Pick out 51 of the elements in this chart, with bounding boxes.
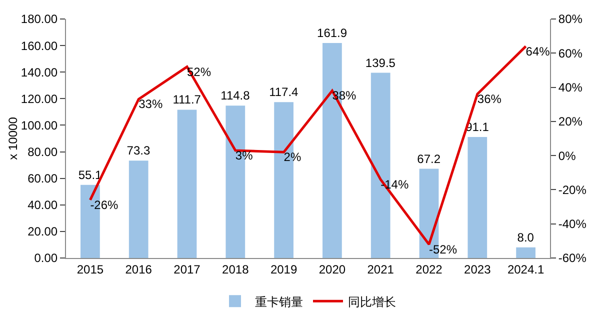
y-tick-label: 80.00	[28, 144, 58, 159]
y-tick-label: 160.00	[20, 38, 58, 53]
legend-label: 重卡销量	[255, 294, 303, 309]
y-tick-label: 20.00	[28, 224, 58, 239]
data-label: 55.1	[78, 168, 102, 182]
data-label: 111.7	[172, 92, 202, 107]
data-label: 8.0	[517, 230, 534, 244]
y2-tick-label: -20%	[558, 182, 587, 197]
y-tick-label: 40.00	[28, 198, 58, 212]
legend-label: 同比增长	[348, 294, 396, 309]
x-tick-label: 2023	[464, 262, 492, 276]
y2-tick-label: 80%	[558, 12, 583, 26]
data-label: 139.5	[365, 56, 396, 70]
data-label: -52%	[429, 242, 458, 256]
y-tick-label: 100.00	[20, 118, 58, 132]
data-label: 2%	[284, 150, 302, 164]
data-label: 33%	[138, 97, 163, 112]
bar	[128, 160, 148, 258]
x-tick-label: 2018	[222, 262, 250, 276]
x-tick-label: 2016	[125, 262, 152, 276]
y-tick-label: 140.00	[20, 65, 58, 80]
y2-tick-label: -60%	[558, 251, 587, 266]
data-label: 67.2	[417, 152, 441, 166]
y2-tick-label: 20%	[558, 114, 583, 129]
y2-tick-label: -40%	[558, 217, 587, 232]
data-label: 3%	[235, 148, 254, 162]
data-label: -26%	[90, 198, 119, 212]
y-tick-label: 120.00	[20, 92, 58, 106]
y-tick-label: 180.00	[20, 12, 58, 26]
y-tick-label: 60.00	[28, 172, 58, 186]
x-tick-label: 2022	[416, 262, 443, 276]
data-label: 73.3	[126, 144, 150, 158]
x-tick-label: 2015	[76, 262, 104, 276]
bar	[468, 137, 488, 258]
y2-tick-label: 0%	[558, 148, 576, 163]
bar	[177, 110, 197, 258]
y2-tick-label: 40%	[558, 80, 583, 94]
x-tick-label: 2017	[174, 262, 201, 276]
x-tick-label: 2024.1	[507, 262, 544, 276]
x-tick-label: 2019	[270, 262, 298, 276]
data-label: 114.8	[220, 88, 250, 103]
data-label: 117.4	[269, 85, 299, 100]
y2-tick-label: 60%	[558, 46, 583, 60]
x-tick-label: 2020	[318, 262, 346, 276]
data-label: 36%	[477, 92, 502, 106]
data-label: 161.9	[317, 26, 348, 40]
y-tick-label: 0.00	[34, 251, 58, 266]
y-axis-title: x 10000	[6, 116, 20, 160]
bar	[516, 247, 536, 258]
data-label: 64%	[526, 44, 550, 58]
x-tick-label: 2021	[367, 262, 394, 276]
